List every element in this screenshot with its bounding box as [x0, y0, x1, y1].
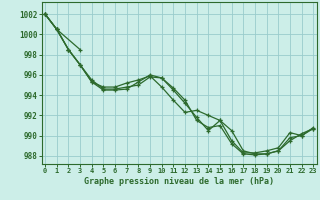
X-axis label: Graphe pression niveau de la mer (hPa): Graphe pression niveau de la mer (hPa)	[84, 177, 274, 186]
